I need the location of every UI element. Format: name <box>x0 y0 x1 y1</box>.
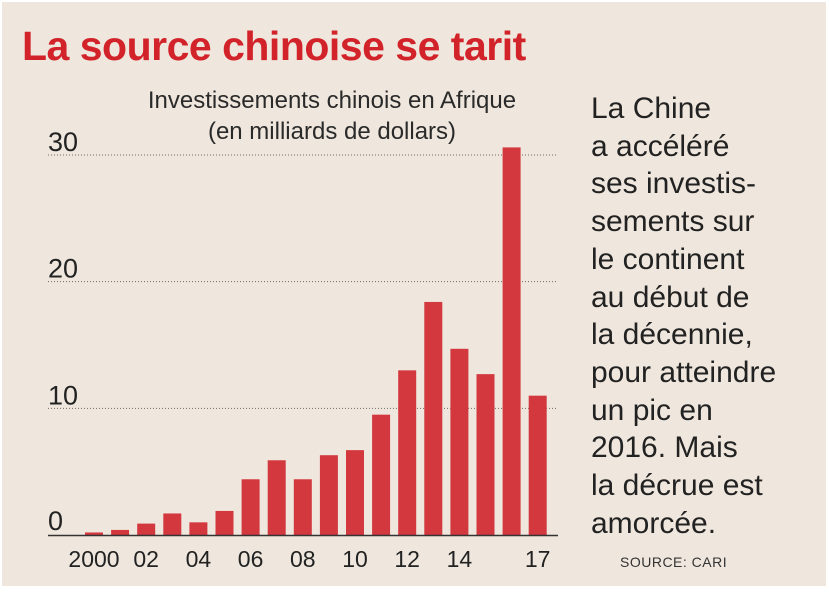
x-tick-label: 14 <box>447 546 473 572</box>
side-text-line: La Chine <box>591 92 712 125</box>
y-tick-label: 30 <box>48 127 78 157</box>
side-text-line: la décennie, <box>591 318 753 352</box>
bar-2004 <box>189 522 208 535</box>
bar-chart: 0 10 20 30 2000 02 04 06 08 10 12 14 17 <box>48 127 558 572</box>
chart-subtitle: (en milliards de dollars) <box>207 118 457 145</box>
bar-2001 <box>111 529 130 535</box>
y-tick-label: 0 <box>48 506 63 536</box>
side-text-line: un pic en <box>591 393 713 427</box>
headline: La source chinoise se tarit <box>22 23 526 69</box>
side-text-line: pour atteindre <box>591 355 777 389</box>
x-tick-label: 06 <box>238 546 264 572</box>
side-text-line: 2016. Mais <box>591 431 738 465</box>
bar-2000 <box>85 532 103 535</box>
bar-2014 <box>450 348 469 535</box>
side-text-line: amorcée. <box>591 506 717 540</box>
infographic-panel: La source chinoise se tarit Investisseme… <box>2 2 826 586</box>
bar-2008 <box>293 479 312 535</box>
bar-2005 <box>215 510 234 535</box>
bar-2013 <box>424 301 443 535</box>
side-text-line: sements sur <box>591 205 755 239</box>
bar-2002 <box>137 523 156 535</box>
x-tick-label: 02 <box>133 546 159 572</box>
bar-2009 <box>319 455 338 535</box>
x-tick-label: 10 <box>342 546 368 572</box>
bar-2010 <box>346 450 364 535</box>
side-text-line: ses investis- <box>591 167 757 201</box>
side-text-line: le continent <box>591 242 745 276</box>
bar-2017 <box>528 395 547 535</box>
x-tick-label: 2000 <box>68 546 119 572</box>
y-tick-label: 20 <box>48 254 78 284</box>
x-tick-label: 04 <box>186 546 212 572</box>
side-text-line: a accéléré <box>591 129 730 163</box>
side-text-line: au début de <box>591 280 750 314</box>
bar-2011 <box>372 414 391 535</box>
side-text: La Chine a accéléré ses investis- sement… <box>591 90 823 542</box>
x-tick-label: 17 <box>525 546 551 572</box>
y-tick-label: 10 <box>48 380 78 410</box>
chart-title: Investissements chinois en Afrique <box>147 87 517 114</box>
bar-2007 <box>267 460 286 535</box>
bar-2015 <box>476 374 495 535</box>
source-note: SOURCE: CARI <box>620 554 728 570</box>
bar-2006 <box>241 479 260 535</box>
bar-2003 <box>163 513 182 535</box>
bar-2012 <box>398 370 417 535</box>
x-tick-label: 08 <box>290 546 316 572</box>
bar-2016 <box>502 147 521 535</box>
x-tick-label: 12 <box>394 546 420 572</box>
side-text-line: la décrue est <box>591 469 763 503</box>
